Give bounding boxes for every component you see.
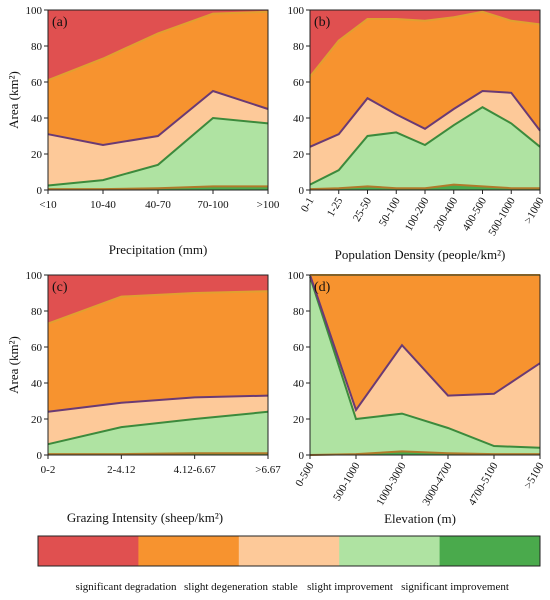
- y-tick-label: 80: [293, 41, 305, 53]
- y-tick-label: 80: [31, 306, 43, 318]
- x-axis-label: Elevation (m): [384, 511, 456, 526]
- x-tick-label: >100: [257, 199, 280, 211]
- y-tick-label: 60: [293, 77, 305, 89]
- panel-label: (a): [52, 15, 68, 30]
- line-slight-degeneration: [309, 10, 541, 78]
- x-tick-label: 3000-4700: [420, 460, 454, 508]
- plot-frame: [309, 274, 541, 456]
- panel-3: 0 20 40 60 80 100 0-2 2-4.12 4.12-6.67 >6.67 (c) Ar…: [6, 270, 281, 525]
- legend-label: significant degradation: [75, 581, 177, 593]
- area-slight-improvement: [48, 118, 268, 190]
- panel-label: (d): [314, 280, 331, 295]
- line-significant-improvement: [48, 452, 268, 456]
- legend-label: slight degeneration: [184, 581, 269, 593]
- x-tick-label: 4.12-6.67: [174, 464, 217, 476]
- line-significant-improvement: [309, 450, 540, 456]
- x-tick-label: 10-40: [90, 199, 116, 211]
- y-tick-label: 20: [293, 414, 305, 426]
- line-slight-degeneration: [47, 10, 269, 82]
- line-stable: [47, 394, 269, 413]
- line-slight-improvement: [47, 116, 269, 187]
- legend-swatch: [38, 536, 139, 566]
- line-slight-improvement: [309, 276, 541, 449]
- panel-1: 0 20 40 60 80 100 <10 10-40 40-70 70-100 >100 (a) Ar…: [6, 5, 280, 257]
- legend-swatch: [439, 536, 541, 566]
- x-tick-label: 25-50: [351, 195, 374, 224]
- y-tick-label: 80: [293, 306, 305, 318]
- area-significant-improvement: [310, 184, 540, 190]
- y-tick-label: 60: [31, 77, 43, 89]
- area-stable: [310, 275, 540, 455]
- panel-label: (b): [314, 15, 331, 30]
- x-tick-label: 400-500: [460, 195, 489, 233]
- line-stable: [309, 89, 541, 148]
- x-tick-label: 1-25: [325, 195, 346, 219]
- x-axis-label: Precipitation (mm): [109, 242, 208, 257]
- line-stable: [47, 89, 269, 147]
- x-axis-label: Population Density (people/km²): [335, 247, 506, 262]
- x-tick-label: 100-200: [403, 195, 432, 233]
- line-stable: [309, 274, 541, 413]
- x-tick-label: 1000-3000: [374, 460, 408, 508]
- line-slight-improvement: [309, 106, 541, 186]
- y-tick-label: 0: [299, 450, 305, 462]
- x-tick-label: 0-2: [41, 464, 56, 476]
- y-tick-label: 100: [26, 5, 43, 17]
- x-tick-label: 2-4.12: [107, 464, 135, 476]
- legend-label: significant improvement: [401, 581, 509, 593]
- y-tick-label: 100: [288, 270, 305, 282]
- x-tick-label: 0-500: [293, 460, 316, 489]
- y-tick-label: 100: [288, 5, 305, 17]
- y-tick-label: 100: [26, 270, 43, 282]
- legend-swatch: [138, 536, 240, 566]
- x-axis-label: Grazing Intensity (sheep/km²): [67, 510, 223, 525]
- y-axis-label: Area (km²): [6, 336, 21, 394]
- x-tick-label: 500-1000: [486, 195, 518, 238]
- panel-4: 0 20 40 60 80 100 0-500 500-1000 1000-3000 3000-4…: [288, 270, 547, 526]
- y-tick-label: 40: [31, 113, 43, 125]
- legend-frame: [37, 535, 541, 567]
- legend-swatch: [339, 536, 441, 566]
- x-tick-label: >1000: [522, 195, 547, 226]
- area-slight-improvement: [48, 411, 268, 455]
- line-slight-degeneration: [47, 290, 269, 325]
- legend-label: stable: [272, 581, 298, 593]
- y-tick-label: 60: [293, 342, 305, 354]
- x-tick-label: 500-1000: [331, 460, 363, 503]
- legend-colorbar: significant degradation slight degenerati…: [37, 535, 541, 593]
- y-tick-label: 60: [31, 342, 43, 354]
- y-tick-label: 20: [31, 149, 43, 161]
- legend-swatch: [238, 536, 340, 566]
- x-tick-label: 200-400: [432, 195, 461, 233]
- x-tick-label: 4700-5100: [466, 460, 500, 508]
- line-significant-improvement: [48, 185, 268, 191]
- area-slight-improvement: [310, 276, 540, 455]
- x-tick-label: 70-100: [197, 199, 229, 211]
- y-tick-label: 0: [299, 185, 305, 197]
- x-tick-label: 40-70: [145, 199, 171, 211]
- y-tick-label: 0: [37, 185, 43, 197]
- line-significant-improvement: [309, 183, 540, 191]
- line-slight-improvement: [47, 410, 269, 446]
- panel-2: 0 20 40 60 80 100 0-1 1-25 25-50 50-100 100-200 200…: [288, 5, 547, 262]
- area-slight-improvement: [310, 107, 540, 190]
- y-tick-label: 20: [31, 414, 43, 426]
- legend-label: slight improvement: [307, 581, 393, 593]
- y-tick-label: 40: [293, 378, 305, 390]
- x-tick-label: <10: [39, 199, 57, 211]
- x-tick-label: 0-1: [299, 196, 317, 215]
- plot-frame: [47, 274, 269, 456]
- y-tick-label: 80: [31, 41, 43, 53]
- y-tick-label: 0: [37, 450, 43, 462]
- y-axis-label: Area (km²): [6, 71, 21, 129]
- y-tick-label: 40: [293, 113, 305, 125]
- x-tick-label: >5100: [522, 460, 547, 491]
- y-tick-label: 40: [31, 378, 43, 390]
- panel-label: (c): [52, 280, 68, 295]
- x-tick-label: 50-100: [377, 195, 403, 228]
- x-tick-label: >6.67: [255, 464, 281, 476]
- y-tick-label: 20: [293, 149, 305, 161]
